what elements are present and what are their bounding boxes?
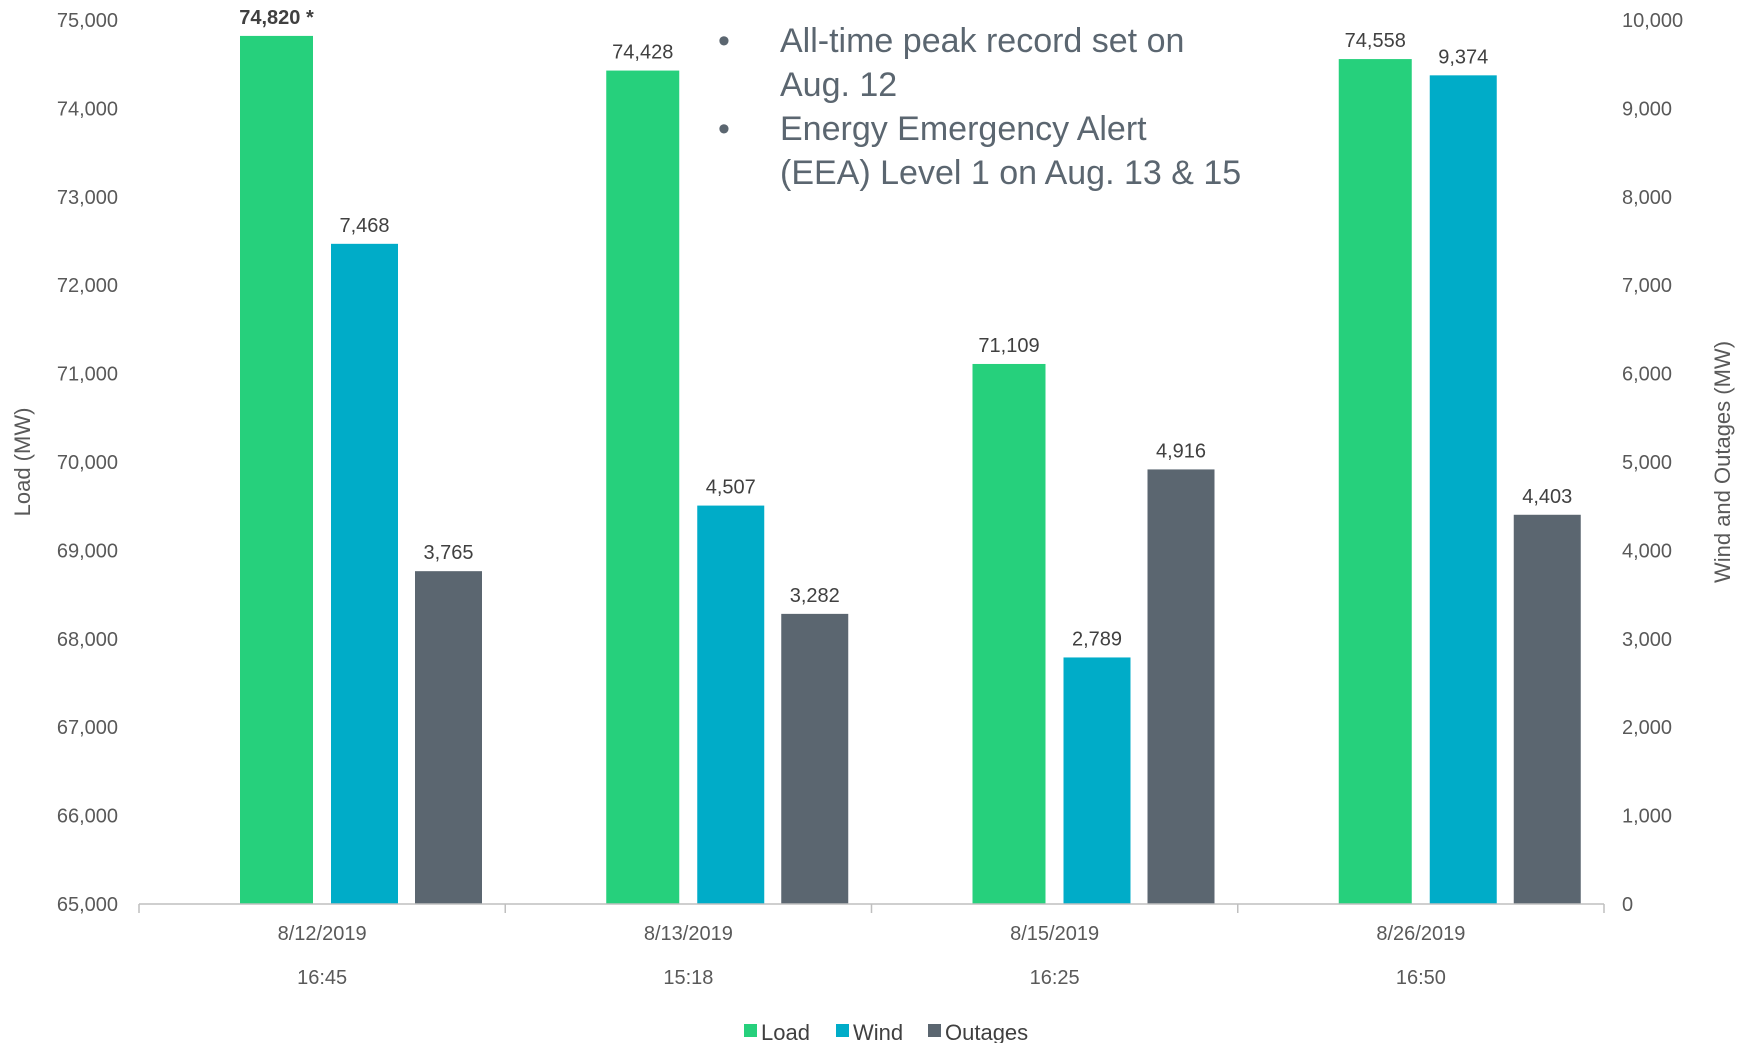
data-label-wind: 9,374 bbox=[1438, 46, 1488, 68]
legend-label-wind: Wind bbox=[853, 1020, 903, 1043]
note-bullet: • bbox=[718, 110, 730, 148]
legend-swatch-wind bbox=[836, 1024, 849, 1037]
bar-wind bbox=[1063, 657, 1131, 904]
y-left-tick-label: 70,000 bbox=[57, 452, 118, 474]
note-text-line: Energy Emergency Alert bbox=[780, 110, 1147, 148]
legend-swatch-outages bbox=[928, 1024, 941, 1037]
x-tick-label-time: 16:45 bbox=[297, 967, 347, 989]
note-text-line: All-time peak record set on bbox=[780, 22, 1184, 60]
data-label-load: 74,820 * bbox=[239, 7, 314, 29]
bar-outages bbox=[415, 571, 482, 904]
y-right-tick-label: 6,000 bbox=[1622, 364, 1672, 386]
bar-load bbox=[240, 35, 313, 905]
y-right-tick-label: 4,000 bbox=[1622, 540, 1672, 562]
bar-wind bbox=[1429, 75, 1497, 905]
data-label-wind: 2,789 bbox=[1072, 628, 1122, 650]
y-right-tick-label: 8,000 bbox=[1622, 187, 1672, 209]
y-left-tick-label: 75,000 bbox=[57, 10, 118, 32]
data-label-wind: 7,468 bbox=[339, 215, 389, 237]
bar-load bbox=[1338, 59, 1412, 904]
y-left-tick-label: 72,000 bbox=[57, 275, 118, 297]
y-left-tick-label: 65,000 bbox=[57, 894, 118, 916]
x-tick-label-date: 8/12/2019 bbox=[278, 923, 367, 945]
bar-load bbox=[972, 363, 1046, 905]
y-right-tick-label: 2,000 bbox=[1622, 717, 1672, 739]
y-left-tick-label: 71,000 bbox=[57, 364, 118, 386]
note-text-line: Aug. 12 bbox=[780, 66, 897, 104]
bar-outages bbox=[1147, 469, 1215, 904]
y-left-tick-label: 66,000 bbox=[57, 806, 118, 828]
y-left-tick-label: 67,000 bbox=[57, 717, 118, 739]
y-left-tick-label: 73,000 bbox=[57, 187, 118, 209]
data-label-load: 74,558 bbox=[1345, 30, 1406, 52]
legend-label-load: Load bbox=[761, 1020, 810, 1043]
legend-label-outages: Outages bbox=[945, 1020, 1028, 1043]
y-right-tick-label: 9,000 bbox=[1622, 98, 1672, 120]
bar-load bbox=[606, 70, 680, 904]
note-bullet: • bbox=[718, 22, 730, 60]
y-right-tick-label: 0 bbox=[1622, 894, 1633, 916]
x-tick-label-time: 15:18 bbox=[663, 967, 713, 989]
x-tick-label-date: 8/15/2019 bbox=[1010, 923, 1099, 945]
x-tick-label-date: 8/26/2019 bbox=[1376, 923, 1465, 945]
data-label-outages: 3,282 bbox=[790, 585, 840, 607]
legend-swatch-load bbox=[744, 1024, 757, 1037]
y-left-axis-title: Load (MW) bbox=[10, 408, 35, 517]
data-label-load: 74,428 bbox=[612, 42, 673, 64]
y-right-tick-label: 10,000 bbox=[1622, 10, 1683, 32]
y-right-tick-label: 7,000 bbox=[1622, 275, 1672, 297]
data-label-outages: 4,403 bbox=[1522, 486, 1572, 508]
y-left-tick-label: 74,000 bbox=[57, 98, 118, 120]
bar-wind bbox=[697, 505, 765, 904]
y-left-tick-label: 69,000 bbox=[57, 540, 118, 562]
data-label-outages: 4,916 bbox=[1156, 440, 1206, 462]
x-tick-label-time: 16:50 bbox=[1396, 967, 1446, 989]
data-label-load: 71,109 bbox=[978, 335, 1039, 357]
note-text-line: (EEA) Level 1 on Aug. 13 & 15 bbox=[780, 154, 1241, 192]
y-left-tick-label: 68,000 bbox=[57, 629, 118, 651]
y-right-tick-label: 1,000 bbox=[1622, 806, 1672, 828]
bar-outages bbox=[781, 613, 849, 904]
y-right-tick-label: 3,000 bbox=[1622, 629, 1672, 651]
data-label-outages: 3,765 bbox=[423, 542, 473, 564]
x-tick-label-time: 16:25 bbox=[1030, 967, 1080, 989]
y-right-axis-title: Wind and Outages (MW) bbox=[1710, 341, 1735, 583]
bar-wind bbox=[331, 243, 398, 904]
x-tick-label-date: 8/13/2019 bbox=[644, 923, 733, 945]
data-label-wind: 4,507 bbox=[706, 477, 756, 499]
y-right-tick-label: 5,000 bbox=[1622, 452, 1672, 474]
bar-outages bbox=[1513, 514, 1581, 904]
